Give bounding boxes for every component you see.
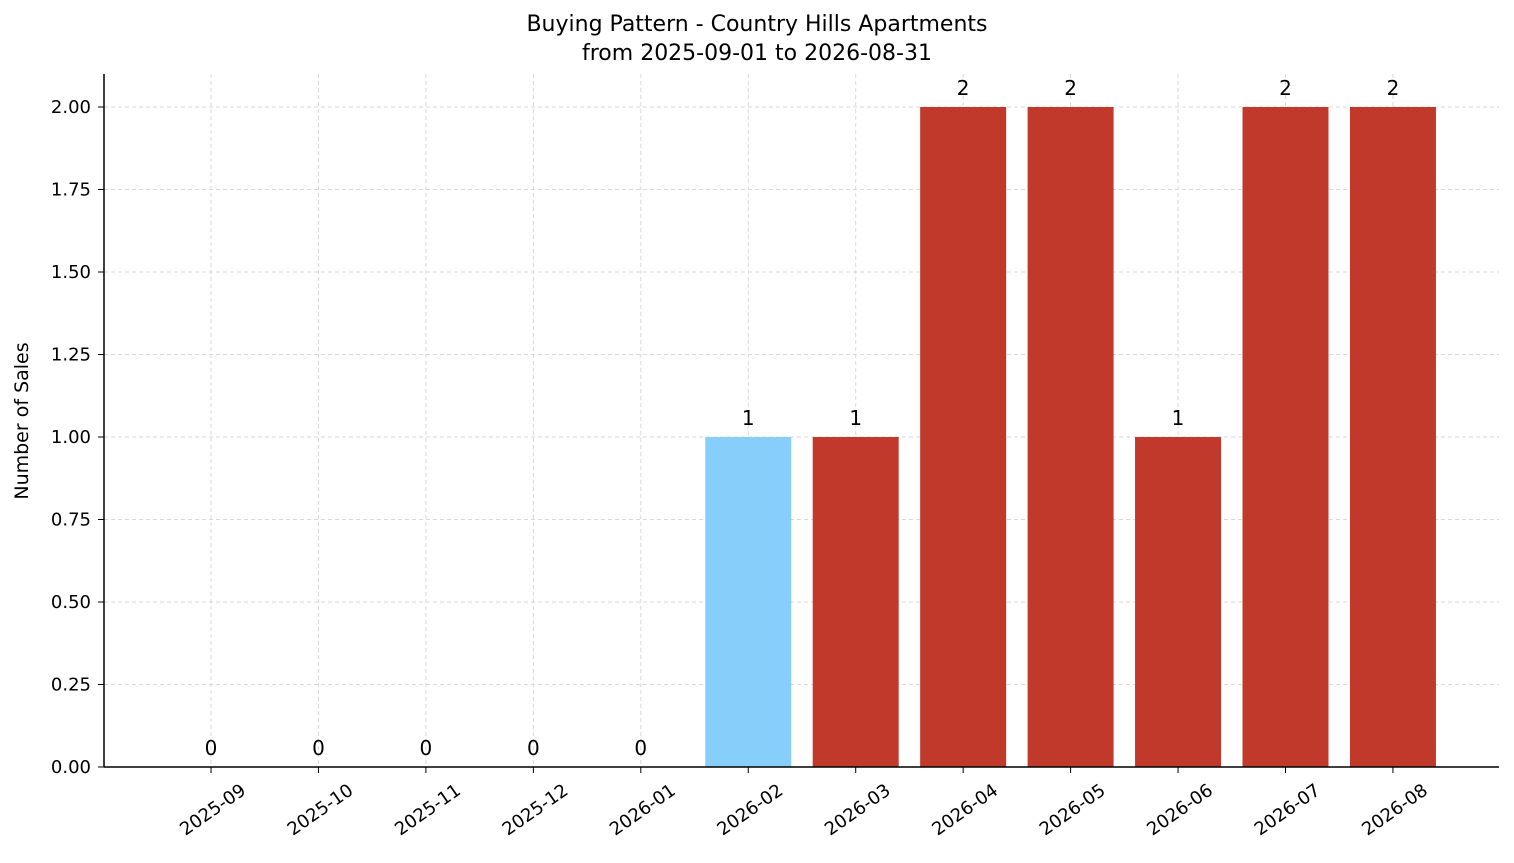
data-label-2026-08: 2 [1387, 76, 1400, 100]
y-tick-label: 0.25 [51, 675, 91, 696]
y-tick-label: 1.00 [51, 427, 91, 448]
x-tick-label: 2025-12 [499, 780, 573, 840]
data-label-2026-06: 1 [1172, 406, 1185, 430]
data-label-2025-11: 0 [420, 736, 433, 760]
y-tick-label: 1.50 [51, 262, 91, 283]
chart-title: Buying Pattern - Country Hills Apartment… [526, 12, 988, 37]
data-label-2026-04: 2 [957, 76, 970, 100]
data-label-2026-03: 1 [849, 406, 862, 430]
bar-2026-04 [920, 107, 1007, 767]
y-tick-label: 2.00 [51, 97, 91, 118]
y-tick-label: 0.00 [51, 757, 91, 778]
y-tick-label: 0.75 [51, 510, 91, 531]
bar-2026-07 [1242, 107, 1329, 767]
y-tick-label: 1.25 [51, 345, 91, 366]
data-label-2025-12: 0 [527, 736, 540, 760]
x-tick-label: 2026-05 [1036, 780, 1110, 840]
x-tick-label: 2026-03 [821, 780, 895, 840]
chart-subtitle: from 2025-09-01 to 2026-08-31 [582, 41, 932, 66]
x-tick-label: 2026-08 [1358, 780, 1432, 840]
x-tick-label: 2026-04 [928, 780, 1002, 840]
x-tick-label: 2026-07 [1251, 780, 1325, 840]
y-tick-label: 0.50 [51, 592, 91, 613]
x-tick-label: 2026-01 [606, 780, 680, 840]
data-label-2025-10: 0 [312, 736, 325, 760]
data-label-2026-05: 2 [1064, 76, 1077, 100]
data-label-2025-09: 0 [205, 736, 218, 760]
bar-2026-02 [705, 437, 792, 767]
x-tick-label: 2025-09 [176, 780, 250, 840]
x-tick-label: 2026-02 [713, 780, 787, 840]
data-label-2026-01: 0 [634, 736, 647, 760]
bar-2026-08 [1349, 107, 1436, 767]
x-tick-label: 2025-10 [284, 780, 358, 840]
bar-2026-03 [812, 437, 899, 767]
data-label-2026-07: 2 [1279, 76, 1292, 100]
data-label-2026-02: 1 [742, 406, 755, 430]
bar-2026-05 [1027, 107, 1114, 767]
x-tick-label: 2026-06 [1143, 780, 1217, 840]
y-tick-label: 1.75 [51, 180, 91, 201]
x-tick-label: 2025-11 [391, 780, 465, 840]
bar-2026-06 [1135, 437, 1222, 767]
